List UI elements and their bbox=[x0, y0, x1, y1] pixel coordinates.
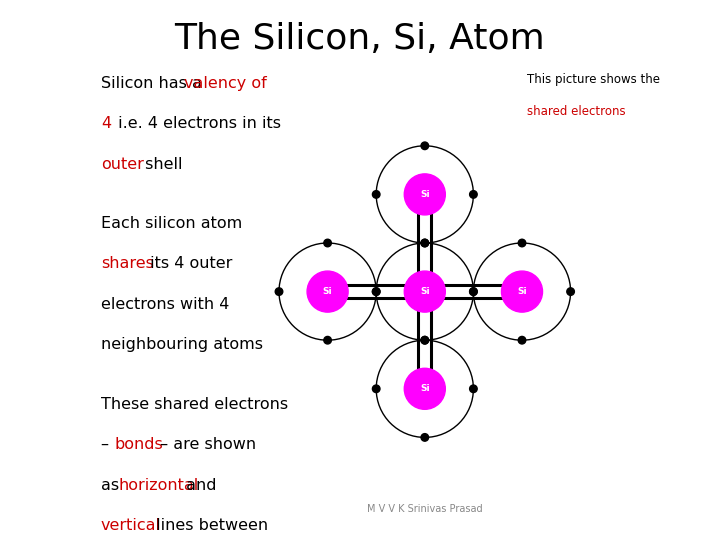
Text: its 4 outer: its 4 outer bbox=[145, 256, 233, 272]
Text: This picture shows the: This picture shows the bbox=[528, 73, 660, 86]
Text: bonds: bonds bbox=[114, 437, 163, 453]
Text: These shared electrons: These shared electrons bbox=[101, 397, 288, 412]
Circle shape bbox=[421, 336, 428, 344]
Text: M V V K Srinivas Prasad: M V V K Srinivas Prasad bbox=[367, 504, 482, 514]
Circle shape bbox=[469, 288, 477, 295]
Text: and: and bbox=[181, 478, 216, 493]
Text: as: as bbox=[101, 478, 124, 493]
Text: i.e. 4 electrons in its: i.e. 4 electrons in its bbox=[112, 116, 281, 131]
Circle shape bbox=[518, 239, 526, 247]
Text: –: – bbox=[101, 437, 114, 453]
Circle shape bbox=[405, 174, 445, 215]
Text: electrons with 4: electrons with 4 bbox=[101, 297, 229, 312]
Circle shape bbox=[501, 271, 543, 312]
Circle shape bbox=[372, 191, 380, 198]
Circle shape bbox=[469, 385, 477, 393]
Circle shape bbox=[307, 271, 348, 312]
Circle shape bbox=[421, 142, 428, 150]
Circle shape bbox=[405, 271, 445, 312]
Circle shape bbox=[275, 288, 283, 295]
Circle shape bbox=[405, 368, 445, 409]
Text: 4: 4 bbox=[101, 116, 111, 131]
Circle shape bbox=[421, 239, 428, 247]
Text: outer: outer bbox=[101, 157, 144, 172]
Text: Si: Si bbox=[420, 190, 430, 199]
Circle shape bbox=[324, 239, 331, 247]
Text: Si: Si bbox=[420, 384, 430, 393]
Circle shape bbox=[421, 336, 428, 344]
Text: shell: shell bbox=[140, 157, 183, 172]
Circle shape bbox=[518, 336, 526, 344]
Circle shape bbox=[567, 288, 575, 295]
Circle shape bbox=[372, 385, 380, 393]
Text: horizontal: horizontal bbox=[119, 478, 199, 493]
Text: Si: Si bbox=[517, 287, 527, 296]
Circle shape bbox=[372, 288, 380, 295]
Text: lines between: lines between bbox=[151, 518, 268, 534]
Circle shape bbox=[324, 336, 331, 344]
Circle shape bbox=[469, 191, 477, 198]
Text: The Silicon, Si, Atom: The Silicon, Si, Atom bbox=[175, 22, 545, 56]
Text: Si: Si bbox=[323, 287, 333, 296]
Circle shape bbox=[372, 288, 380, 295]
Text: shared electrons: shared electrons bbox=[528, 105, 626, 118]
Circle shape bbox=[421, 434, 428, 441]
Text: – are shown: – are shown bbox=[155, 437, 256, 453]
Text: shares: shares bbox=[101, 256, 153, 272]
Text: neighbouring atoms: neighbouring atoms bbox=[101, 338, 263, 353]
Text: vertical: vertical bbox=[101, 518, 161, 534]
Circle shape bbox=[469, 288, 477, 295]
Text: Silicon has a: Silicon has a bbox=[101, 76, 207, 91]
Text: valency of: valency of bbox=[184, 76, 267, 91]
Text: Each silicon atom: Each silicon atom bbox=[101, 216, 242, 231]
Circle shape bbox=[421, 239, 428, 247]
Text: Si: Si bbox=[420, 287, 430, 296]
